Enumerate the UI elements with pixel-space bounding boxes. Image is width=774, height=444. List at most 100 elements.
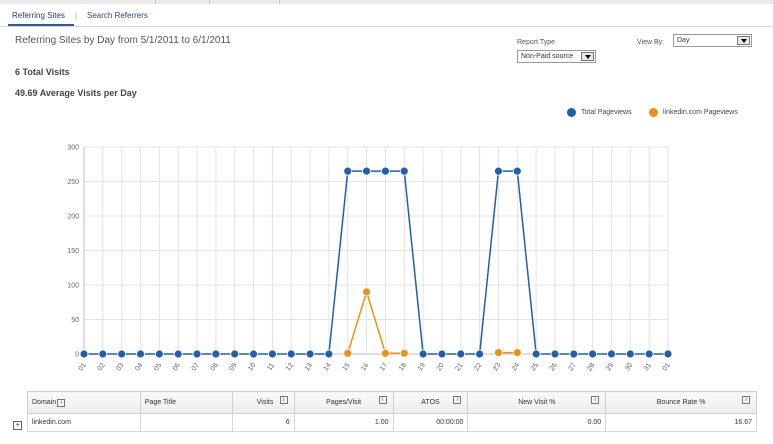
x-tick-label: 01: [78, 362, 88, 372]
x-tick-label: 22: [473, 362, 483, 372]
tab-separator: |: [75, 11, 78, 20]
x-tick-label: 05: [153, 362, 163, 372]
data-point: [531, 349, 541, 359]
column-header[interactable]: Domain i: [27, 391, 141, 414]
data-point: [399, 166, 409, 176]
x-tick-label: 18: [398, 362, 408, 372]
x-tick-label: 17: [379, 362, 389, 372]
x-tick-label: 08: [210, 362, 220, 372]
column-header-label: Bounce Rate %: [656, 399, 706, 406]
column-header-label: ATOS: [421, 399, 440, 406]
column-header-label: Domain: [32, 398, 57, 406]
x-tick-label: 31: [643, 362, 653, 372]
legend-dot-icon: [649, 108, 658, 117]
data-point: [418, 349, 428, 359]
pageviews-line-chart: 0 50 100 150 200 250 300 01 02 03 04 05 06 07 08 09 10 11…: [67, 145, 673, 372]
info-icon[interactable]: i: [57, 398, 66, 407]
report-title: Referring Sites by Day from 5/1/2011 to …: [15, 35, 231, 46]
data-point: [399, 348, 409, 358]
expand-row-icon[interactable]: +: [13, 421, 22, 430]
x-tick-label: 14: [323, 362, 333, 372]
column-header-label: Pages/Visit: [326, 399, 362, 406]
tab-search-referrers[interactable]: Search Referrers: [87, 11, 148, 20]
column-header[interactable]: Visits i: [231, 391, 295, 414]
column-header[interactable]: Pages/Visit i: [293, 391, 394, 414]
data-point: [249, 349, 258, 359]
info-icon[interactable]: i: [279, 396, 288, 404]
x-tick-label: 12: [285, 362, 295, 372]
x-tick-label: 13: [304, 362, 314, 372]
data-point: [494, 166, 503, 176]
y-tick-label: 200: [67, 214, 79, 221]
strip-divider: [279, 0, 280, 4]
data-point: [475, 349, 485, 359]
column-header[interactable]: New Visit % i: [467, 391, 607, 414]
column-header-label: Page Title: [144, 399, 176, 406]
report-type-label: Report Type: [517, 39, 556, 46]
x-tick-label: 01: [662, 362, 672, 372]
x-tick-label: 16: [360, 362, 370, 372]
column-header[interactable]: Bounce Rate % i: [605, 391, 757, 414]
data-point: [437, 349, 447, 359]
x-tick-label: 21: [454, 362, 464, 372]
data-point: [456, 349, 466, 359]
info-icon[interactable]: i: [453, 396, 462, 404]
data-point: [324, 349, 334, 359]
x-tick-label: 09: [228, 362, 238, 372]
column-header[interactable]: Page Title: [139, 391, 233, 414]
table-cell: 16.67: [605, 413, 757, 432]
x-tick-label: 26: [549, 362, 559, 372]
x-tick-label: 19: [417, 362, 427, 372]
table-cell: [139, 413, 233, 432]
series-line: [84, 170, 668, 355]
y-tick-label: 300: [67, 145, 79, 152]
legend-total-pageviews[interactable]: Total Pageviews: [567, 108, 632, 117]
view-by-select[interactable]: Day: [673, 34, 752, 47]
table-cell: 0.00: [467, 413, 607, 432]
data-point: [98, 349, 108, 359]
x-tick-label: 04: [134, 362, 144, 372]
legend-label: linkedin.com Pageviews: [663, 109, 738, 116]
x-tick-label: 28: [586, 362, 596, 372]
column-header[interactable]: ATOS i: [392, 391, 469, 414]
y-tick-label: 250: [67, 179, 79, 186]
data-point: [607, 349, 616, 359]
view-by-value: Day: [677, 37, 690, 44]
y-tick-label: 0: [75, 352, 79, 359]
table-row[interactable]: linkedin.com 6 1.00 00:00:00 0.00 16.67: [27, 413, 757, 432]
data-point: [512, 166, 522, 176]
series-line: [347, 289, 405, 355]
table-cell: 1.00: [293, 413, 394, 432]
table-header-row: Domain i Page Title Visits i Pages/Visit i ATOS…: [27, 391, 757, 414]
chevron-down-icon[interactable]: [737, 36, 750, 45]
info-icon[interactable]: i: [591, 396, 600, 404]
legend-linkedin-pageviews[interactable]: linkedin.com Pageviews: [649, 108, 738, 117]
data-point: [79, 349, 89, 359]
data-point: [154, 349, 164, 359]
top-strip: [0, 0, 774, 4]
info-icon[interactable]: i: [378, 396, 387, 404]
data-point: [644, 349, 654, 359]
data-point: [117, 349, 127, 359]
x-tick-label: 25: [530, 362, 540, 372]
data-point: [569, 349, 579, 359]
strip-divider: [155, 0, 156, 4]
y-tick-label: 100: [67, 283, 79, 290]
x-tick-label: 30: [624, 362, 634, 372]
total-visits: 6 Total Visits: [15, 67, 70, 77]
tab-referring-sites[interactable]: Referring Sites: [12, 11, 65, 20]
column-header-label: Visits: [256, 399, 274, 406]
info-icon[interactable]: i: [742, 396, 750, 404]
x-tick-label: 10: [247, 362, 257, 372]
chevron-down-icon[interactable]: [581, 52, 594, 61]
data-point: [550, 349, 560, 359]
data-point: [625, 349, 635, 359]
data-point: [381, 166, 390, 176]
data-point: [173, 349, 183, 359]
table-cell: 00:00:00: [392, 413, 469, 432]
data-point: [230, 349, 240, 359]
report-type-select[interactable]: Non-Paid source: [517, 50, 596, 63]
data-point: [381, 348, 390, 358]
table-cell: 6: [231, 413, 295, 432]
x-tick-label: 15: [341, 362, 351, 372]
